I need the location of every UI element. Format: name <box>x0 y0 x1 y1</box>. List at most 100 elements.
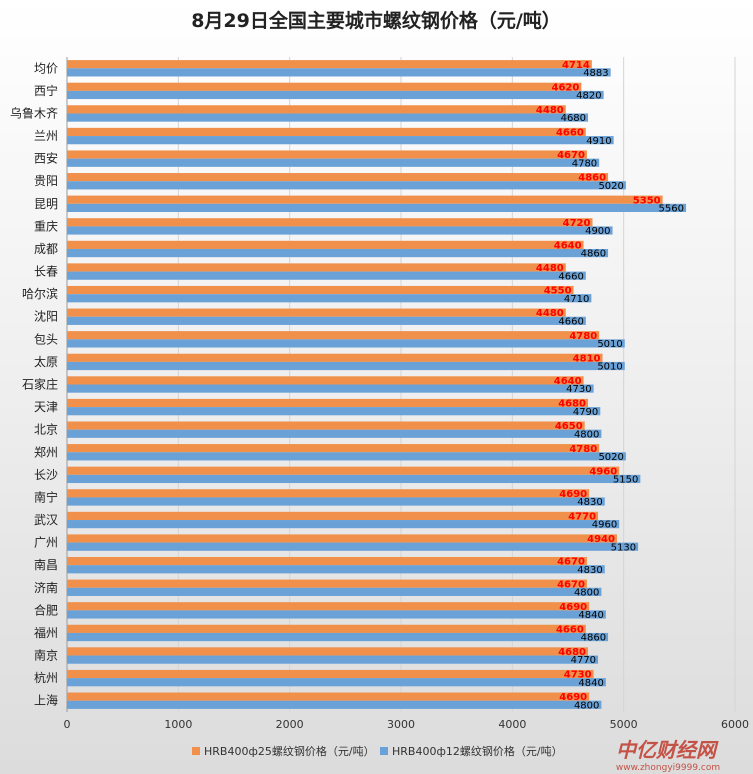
bar <box>67 678 606 687</box>
data-label: 4960 <box>589 466 617 477</box>
watermark-logo: 中亿财经网 <box>616 738 719 762</box>
data-label: 4800 <box>574 700 599 711</box>
bar <box>67 136 614 145</box>
data-label: 4640 <box>554 376 582 387</box>
bar <box>67 452 626 461</box>
data-label: 4670 <box>557 557 585 568</box>
data-label: 4714 <box>562 60 590 71</box>
bar <box>67 271 586 280</box>
bar <box>67 181 626 190</box>
bar <box>67 534 617 543</box>
data-label: 4830 <box>577 497 602 508</box>
bar <box>67 511 599 521</box>
category-label: 福州 <box>34 625 58 640</box>
category-label: 南京 <box>34 648 58 663</box>
data-label: 4620 <box>552 82 580 93</box>
bar <box>67 113 589 122</box>
data-label: 5010 <box>597 339 622 350</box>
data-label: 4940 <box>587 534 615 545</box>
x-tick-label: 4000 <box>498 718 526 731</box>
data-label: 4883 <box>583 68 608 79</box>
category-label: 西宁 <box>34 83 58 98</box>
data-label: 5150 <box>613 475 638 486</box>
data-label: 4690 <box>559 489 587 500</box>
data-label: 4860 <box>581 633 606 644</box>
data-label: 4480 <box>536 308 564 319</box>
data-label: 4790 <box>573 407 598 418</box>
data-label: 4660 <box>558 316 583 327</box>
data-label: 5350 <box>633 195 661 206</box>
data-label: 4670 <box>557 150 585 161</box>
x-tick-label: 6000 <box>721 718 749 731</box>
bar <box>67 361 625 371</box>
x-tick-label: 0 <box>64 718 71 731</box>
category-label: 成都 <box>34 242 58 256</box>
category-label: 昆明 <box>34 197 58 211</box>
x-tick-label: 5000 <box>610 718 638 731</box>
data-label: 4780 <box>572 158 597 169</box>
x-tick-label: 3000 <box>387 718 415 731</box>
bar <box>67 655 599 664</box>
category-label: 合肥 <box>34 602 58 617</box>
bar <box>67 669 594 679</box>
data-label: 4780 <box>569 444 597 455</box>
data-label: 4800 <box>574 429 599 440</box>
bar <box>67 700 602 709</box>
data-label: 4800 <box>574 587 599 598</box>
bar <box>67 376 584 385</box>
bar <box>67 248 609 258</box>
data-label: 4690 <box>559 692 587 703</box>
bar <box>67 263 566 272</box>
data-label: 4860 <box>578 173 606 184</box>
x-axis-ticks: 0 1000 2000 3000 4000 5000 6000 <box>64 718 750 731</box>
bar <box>67 82 582 91</box>
bar <box>67 497 605 506</box>
data-label: 4780 <box>569 331 597 342</box>
bar <box>67 556 587 566</box>
x-tick-label: 2000 <box>276 718 304 731</box>
category-label: 西安 <box>34 151 58 166</box>
bar <box>67 240 584 249</box>
bar <box>67 285 574 295</box>
data-label: 4640 <box>554 240 582 251</box>
bar <box>67 384 594 393</box>
data-label: 5020 <box>598 452 623 463</box>
category-label: 南昌 <box>34 557 58 572</box>
bar <box>67 474 641 484</box>
category-label: 长沙 <box>34 468 58 482</box>
bar <box>67 308 566 317</box>
category-label: 南宁 <box>34 489 58 504</box>
category-label: 杭州 <box>34 670 58 685</box>
data-label: 4660 <box>556 624 584 635</box>
data-label: 5010 <box>597 362 622 373</box>
legend: HRB400ф25螺纹钢价格（元/吨） HRB400ф12螺纹钢价格（元/吨） <box>192 744 563 758</box>
data-label: 4680 <box>558 647 586 658</box>
category-label: 均价 <box>34 61 58 75</box>
bar <box>67 173 609 182</box>
data-label: 4680 <box>561 113 586 124</box>
bar <box>67 624 586 633</box>
bar <box>67 579 587 588</box>
bar <box>67 339 625 348</box>
data-label: 4670 <box>557 579 585 590</box>
category-label: 乌鲁木齐 <box>10 105 58 120</box>
bar <box>67 602 590 611</box>
data-label: 4910 <box>586 136 611 147</box>
bar <box>67 632 609 642</box>
bar <box>67 203 687 213</box>
bar <box>67 158 600 167</box>
legend-swatch-12 <box>380 747 388 755</box>
category-label: 上海 <box>34 693 58 708</box>
watermark: 中亿财经网 www.zhongyi9999.com <box>616 738 720 773</box>
legend-label-12: HRB400ф12螺纹钢价格（元/吨） <box>392 744 563 758</box>
data-label: 4550 <box>544 286 572 297</box>
chart-title: 8月29日全国主要城市螺纹钢价格（元/吨） <box>191 9 561 32</box>
bar <box>67 565 605 574</box>
bar <box>67 444 600 453</box>
data-label: 4660 <box>558 271 583 282</box>
data-label: 4710 <box>564 294 589 305</box>
category-label: 石家庄 <box>22 377 58 392</box>
bar <box>67 466 620 475</box>
category-label: 重庆 <box>34 219 58 233</box>
